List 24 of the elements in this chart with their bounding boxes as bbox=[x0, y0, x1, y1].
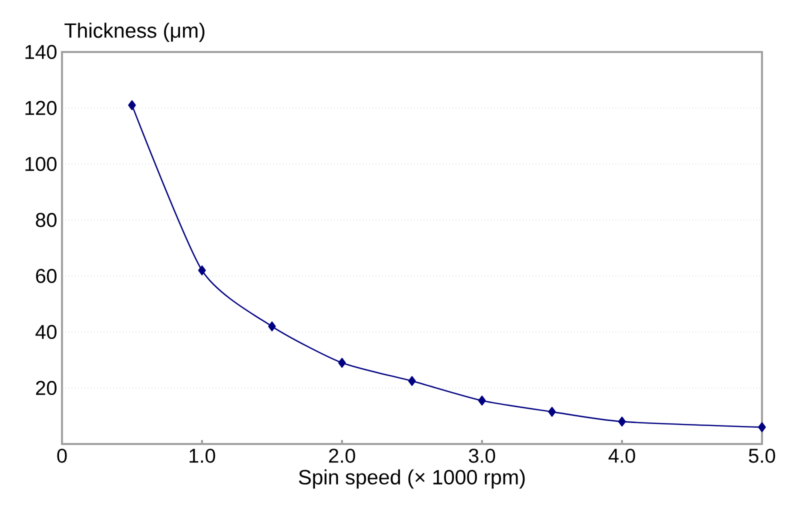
point bbox=[268, 321, 276, 332]
x-tick-label: 3.0 bbox=[468, 448, 496, 463]
y-tick-label: 60 bbox=[36, 268, 57, 284]
point bbox=[408, 376, 416, 386]
y-tick-label: 120 bbox=[25, 100, 56, 116]
x-tick-label: 4.0 bbox=[608, 448, 636, 463]
x-tick-label: 5.0 bbox=[748, 448, 776, 463]
point bbox=[338, 358, 346, 368]
point bbox=[478, 396, 486, 406]
y-tick-label: 100 bbox=[25, 156, 56, 172]
y-tick-label: 140 bbox=[25, 44, 56, 60]
point bbox=[618, 416, 626, 427]
point bbox=[128, 100, 136, 110]
x-tick-label: 1.0 bbox=[190, 448, 216, 463]
x-tick-label: 2.0 bbox=[329, 448, 356, 463]
y-axis-title: Thickness (μm) bbox=[64, 22, 204, 42]
x-axis-title: Spin speed (× 1000 rpm) bbox=[298, 469, 525, 489]
y-tick-label: 40 bbox=[36, 324, 57, 340]
point bbox=[198, 265, 206, 276]
y-tick-label: 20 bbox=[36, 380, 57, 396]
y-tick-label: 80 bbox=[36, 212, 57, 228]
x-tick-label: 0 bbox=[57, 448, 67, 463]
point bbox=[548, 406, 556, 417]
point bbox=[758, 422, 766, 432]
